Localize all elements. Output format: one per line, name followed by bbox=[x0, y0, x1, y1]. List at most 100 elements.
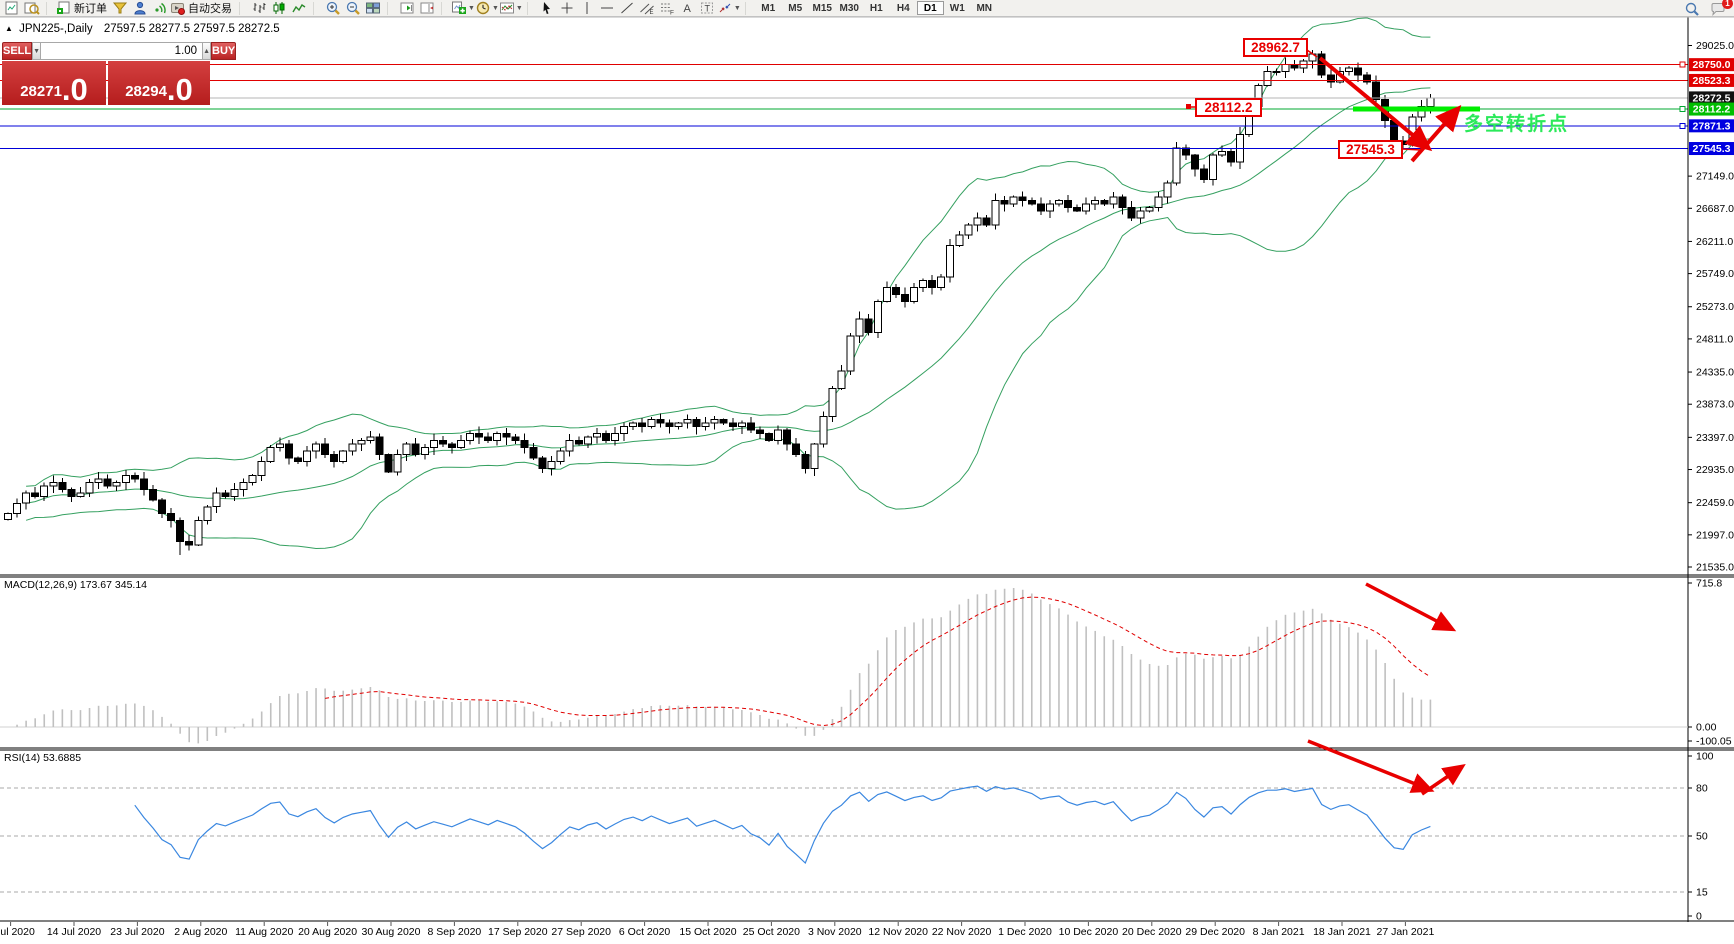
candle-body bbox=[58, 481, 67, 490]
editor-button[interactable] bbox=[130, 1, 150, 16]
candle-body bbox=[1136, 210, 1145, 219]
newchart-plus-button[interactable]: ▼ bbox=[451, 1, 475, 16]
price-badge bbox=[1689, 142, 1734, 156]
candle-body bbox=[194, 520, 203, 546]
price-tick-label: 25749.0 bbox=[1696, 268, 1734, 280]
autotrade-button[interactable]: 自动交易 bbox=[170, 1, 235, 16]
candles-button[interactable] bbox=[269, 1, 289, 16]
timeframe-m1-button[interactable]: M1 bbox=[761, 2, 776, 14]
autoscroll-button[interactable] bbox=[397, 1, 417, 16]
editor-icon bbox=[134, 1, 146, 15]
new-order-button[interactable]: 新订单 bbox=[56, 1, 110, 16]
candle-body bbox=[429, 440, 438, 449]
candle-body bbox=[520, 440, 529, 449]
line-handle[interactable] bbox=[1679, 106, 1686, 113]
timeframe-m5-button[interactable]: M5 bbox=[788, 2, 803, 14]
toolbar-separator bbox=[387, 1, 395, 15]
hline-button[interactable] bbox=[597, 1, 617, 16]
candle-body bbox=[158, 499, 166, 515]
candle-body bbox=[1109, 196, 1118, 205]
candle-body bbox=[955, 234, 964, 247]
buy-price-box[interactable]: 28294 .0 bbox=[108, 61, 210, 105]
price-annotation-box[interactable] bbox=[1338, 140, 1403, 159]
textA-button[interactable]: A bbox=[677, 1, 697, 16]
line-handle[interactable] bbox=[1679, 122, 1686, 129]
vline-button[interactable] bbox=[577, 1, 597, 16]
zoom-chart-button[interactable] bbox=[22, 1, 42, 16]
trendline-button[interactable] bbox=[617, 1, 637, 16]
candle-body bbox=[357, 440, 366, 445]
candle-body bbox=[1344, 67, 1353, 73]
volume-decrease-button[interactable]: ▼ bbox=[32, 42, 42, 60]
turning-point-text[interactable]: 多空转折点 bbox=[1464, 112, 1569, 135]
price-tick-label: 27149.0 bbox=[1696, 171, 1734, 183]
indicators-button[interactable]: ▼ bbox=[499, 1, 523, 16]
timeframe-mn-button[interactable]: MN bbox=[976, 2, 993, 14]
label-anchor[interactable] bbox=[1186, 104, 1191, 109]
search-button[interactable] bbox=[1682, 1, 1702, 16]
clock-button[interactable]: ▼ bbox=[475, 1, 499, 16]
price-tick-label: 21535.0 bbox=[1696, 562, 1734, 574]
candle-body bbox=[611, 433, 619, 442]
rsi-trend-arrow[interactable] bbox=[1421, 764, 1466, 796]
price-annotation-box[interactable] bbox=[1243, 38, 1308, 57]
hline-icon bbox=[600, 7, 613, 9]
main-toolbar: 新订单 自动交易 ▼ ▼ ▼ E F A T ▼ M1 M5 M15 M30 H1 H4 D1 W1 MN 1 bbox=[0, 0, 1734, 17]
timeframe-m30-button[interactable]: M30 bbox=[839, 2, 859, 14]
macd-trend-arrow[interactable] bbox=[1365, 582, 1457, 632]
candle-body bbox=[176, 520, 185, 543]
zoom-in-button[interactable] bbox=[323, 1, 343, 16]
timeframe-d1-button[interactable]: D1 bbox=[916, 1, 944, 15]
date-tick-label: 17 Sep 2020 bbox=[488, 926, 548, 938]
candle-body bbox=[457, 440, 465, 449]
fibo-button[interactable]: F bbox=[657, 1, 677, 16]
candle-body bbox=[94, 478, 103, 483]
line-handle[interactable] bbox=[1679, 61, 1686, 68]
candle-body bbox=[728, 422, 737, 428]
volume-input[interactable] bbox=[41, 42, 203, 60]
candle-body bbox=[638, 422, 647, 428]
textT-button[interactable]: T bbox=[697, 1, 717, 16]
cursor-button[interactable] bbox=[537, 1, 557, 16]
rsi-indicator-label: RSI(14) 53.6885 bbox=[4, 752, 82, 764]
trend-arrow[interactable] bbox=[1318, 56, 1433, 152]
candle-body bbox=[284, 443, 293, 459]
price-annotation-box[interactable] bbox=[1195, 98, 1262, 117]
timeframe-m15-button[interactable]: M15 bbox=[812, 2, 832, 14]
rsi-axis-label: 100 bbox=[1696, 751, 1714, 763]
candle-body bbox=[248, 474, 257, 483]
candle-body bbox=[656, 419, 665, 424]
bars-button[interactable] bbox=[249, 1, 269, 16]
arrows-tool-button[interactable]: ▼ bbox=[717, 1, 741, 16]
crosshair-button[interactable] bbox=[557, 1, 577, 16]
signal-button[interactable] bbox=[150, 1, 170, 16]
price-badge-label: 28272.5 bbox=[1693, 92, 1731, 104]
linechart-button[interactable] bbox=[289, 1, 309, 16]
notifications-button[interactable]: 1 bbox=[1708, 0, 1733, 16]
candles-icon bbox=[273, 2, 285, 14]
svg-text:A: A bbox=[683, 3, 691, 15]
timeframe-h1-button[interactable]: H1 bbox=[869, 2, 883, 14]
zoom-out-button[interactable] bbox=[343, 1, 363, 16]
chartshift-button[interactable] bbox=[417, 1, 437, 16]
channel-button[interactable]: E bbox=[637, 1, 657, 16]
candle-body bbox=[185, 541, 194, 546]
candle-body bbox=[792, 443, 801, 456]
sell-button[interactable]: SELL bbox=[2, 42, 33, 60]
sell-price-box[interactable]: 28271 .0 bbox=[2, 61, 106, 105]
collapse-triangle-icon[interactable]: ▲ bbox=[5, 24, 13, 33]
tiles-button[interactable] bbox=[363, 1, 383, 16]
price-tick-label: 22935.0 bbox=[1696, 464, 1734, 476]
rsi-trend-arrow[interactable] bbox=[1307, 739, 1435, 793]
chart-doc-button[interactable] bbox=[2, 1, 22, 16]
timeframe-w1-button[interactable]: W1 bbox=[949, 2, 965, 14]
buy-button[interactable]: BUY bbox=[211, 42, 237, 60]
dropdown-caret-icon: ▼ bbox=[491, 4, 499, 12]
volume-increase-button[interactable]: ▲ bbox=[202, 42, 211, 60]
candle-body bbox=[67, 488, 76, 497]
timeframe-h4-button[interactable]: H4 bbox=[896, 2, 910, 14]
trend-arrow[interactable] bbox=[1410, 104, 1462, 163]
price-badge bbox=[1689, 119, 1734, 133]
funnel-button[interactable] bbox=[110, 1, 130, 16]
